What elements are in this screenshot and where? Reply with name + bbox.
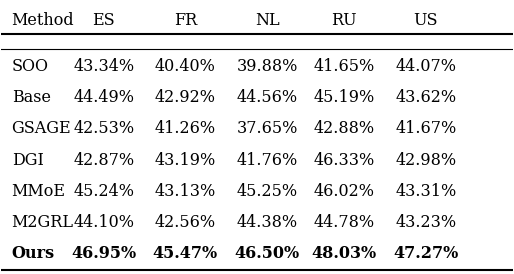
Text: 42.53%: 42.53% [73, 120, 134, 137]
Text: 42.98%: 42.98% [395, 152, 456, 169]
Text: 46.50%: 46.50% [235, 245, 300, 262]
Text: MMoE: MMoE [12, 183, 66, 200]
Text: 43.23%: 43.23% [395, 214, 456, 231]
Text: 45.24%: 45.24% [73, 183, 134, 200]
Text: 42.92%: 42.92% [155, 89, 216, 106]
Text: 40.40%: 40.40% [155, 58, 216, 75]
Text: M2GRL: M2GRL [12, 214, 74, 231]
Text: 41.26%: 41.26% [155, 120, 216, 137]
Text: SOO: SOO [12, 58, 49, 75]
Text: GSAGE: GSAGE [12, 120, 71, 137]
Text: Base: Base [12, 89, 50, 106]
Text: 46.02%: 46.02% [314, 183, 374, 200]
Text: 45.25%: 45.25% [236, 183, 298, 200]
Text: 44.38%: 44.38% [236, 214, 298, 231]
Text: 43.31%: 43.31% [395, 183, 456, 200]
Text: 44.07%: 44.07% [395, 58, 456, 75]
Text: 42.56%: 42.56% [155, 214, 216, 231]
Text: 43.34%: 43.34% [73, 58, 134, 75]
Text: ES: ES [93, 12, 115, 29]
Text: US: US [413, 12, 438, 29]
Text: 45.47%: 45.47% [153, 245, 218, 262]
Text: DGI: DGI [12, 152, 44, 169]
Text: 37.65%: 37.65% [236, 120, 298, 137]
Text: 47.27%: 47.27% [393, 245, 458, 262]
Text: 41.65%: 41.65% [313, 58, 375, 75]
Text: 43.19%: 43.19% [155, 152, 216, 169]
Text: 44.56%: 44.56% [236, 89, 298, 106]
Text: Method: Method [12, 12, 74, 29]
Text: 44.78%: 44.78% [314, 214, 375, 231]
Text: 42.87%: 42.87% [73, 152, 134, 169]
Text: 44.49%: 44.49% [73, 89, 134, 106]
Text: Ours: Ours [12, 245, 54, 262]
Text: 43.13%: 43.13% [155, 183, 216, 200]
Text: RU: RU [331, 12, 357, 29]
Text: 43.62%: 43.62% [395, 89, 456, 106]
Text: 46.95%: 46.95% [71, 245, 136, 262]
Text: 39.88%: 39.88% [236, 58, 298, 75]
Text: 42.88%: 42.88% [314, 120, 375, 137]
Text: 45.19%: 45.19% [313, 89, 375, 106]
Text: FR: FR [174, 12, 197, 29]
Text: 41.76%: 41.76% [236, 152, 298, 169]
Text: NL: NL [255, 12, 280, 29]
Text: 46.33%: 46.33% [313, 152, 375, 169]
Text: 48.03%: 48.03% [311, 245, 376, 262]
Text: 44.10%: 44.10% [73, 214, 134, 231]
Text: 41.67%: 41.67% [395, 120, 456, 137]
